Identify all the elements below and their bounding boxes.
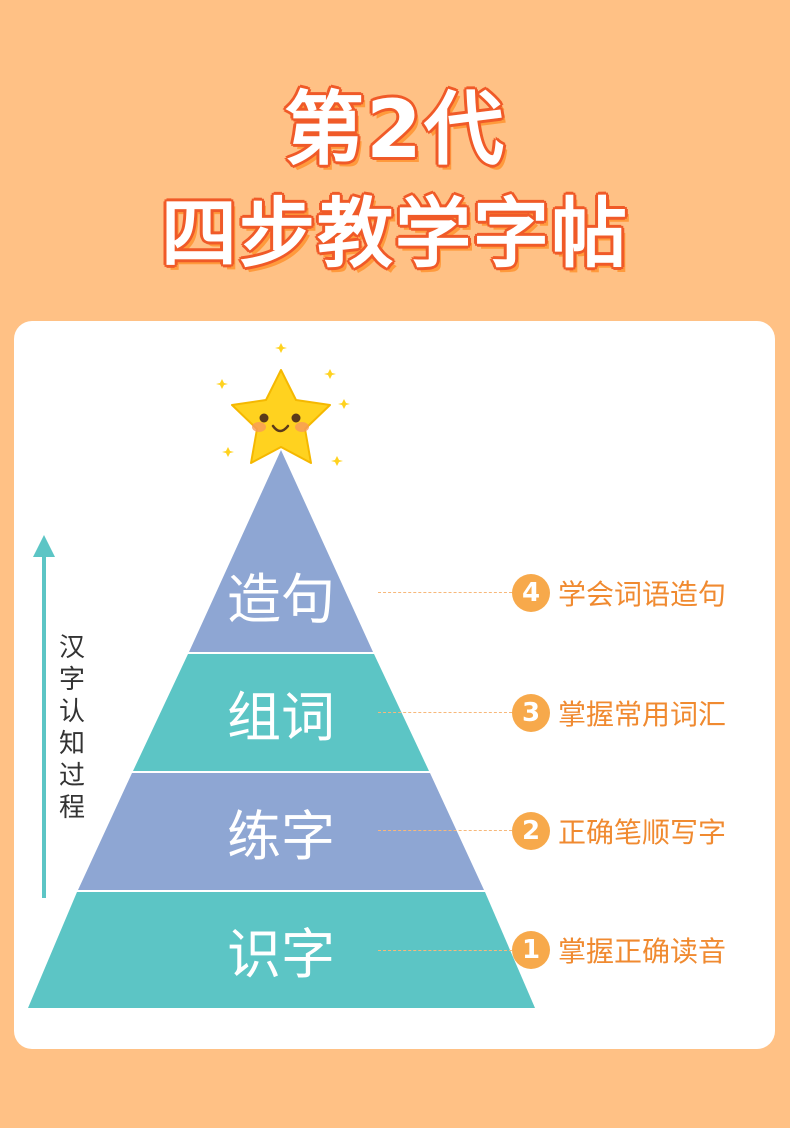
axis-char: 汉 [58, 633, 85, 663]
step-4: 4 学会词语造句 [512, 573, 726, 613]
layer-label-4: 识字 [227, 923, 335, 986]
cognition-process-label: 汉 字 认 知 过 程 [56, 632, 88, 824]
step-description: 学会词语造句 [558, 578, 727, 611]
step-number-badge: 3 [512, 694, 550, 732]
step-description: 掌握常用词汇 [558, 698, 727, 731]
step-number-badge: 4 [512, 574, 550, 612]
pyramid-layer-3 [78, 773, 484, 890]
layer-label-3: 练字 [227, 805, 335, 868]
pyramid-layer-bottom [28, 892, 535, 1008]
pyramid-layer-2 [133, 654, 429, 771]
smiling-star-icon [231, 369, 331, 464]
step-description: 掌握正确读音 [558, 935, 727, 968]
axis-char: 程 [58, 793, 85, 823]
axis-char: 知 [58, 729, 85, 759]
dashed-connector [378, 950, 512, 951]
pyramid-layer-top [189, 450, 373, 652]
step-3: 3 掌握常用词汇 [512, 693, 726, 733]
dashed-connector [378, 712, 512, 713]
title-line-2: 四步教学字帖 [161, 189, 629, 278]
step-number-badge: 2 [512, 812, 550, 850]
up-arrow-icon [33, 535, 55, 898]
axis-char: 过 [58, 761, 85, 791]
dashed-connector [378, 830, 512, 831]
layer-label-1: 造句 [227, 568, 335, 631]
dashed-connector [378, 592, 512, 593]
axis-char: 认 [58, 697, 85, 727]
step-number-badge: 1 [512, 931, 550, 969]
step-2: 2 正确笔顺写字 [512, 811, 726, 851]
layer-label-2: 组词 [227, 686, 335, 749]
title-line-1: 第2代 [284, 83, 506, 176]
step-1: 1 掌握正确读音 [512, 930, 726, 970]
sparkle-icon [216, 343, 350, 466]
step-description: 正确笔顺写字 [558, 816, 727, 849]
axis-char: 字 [58, 665, 85, 695]
